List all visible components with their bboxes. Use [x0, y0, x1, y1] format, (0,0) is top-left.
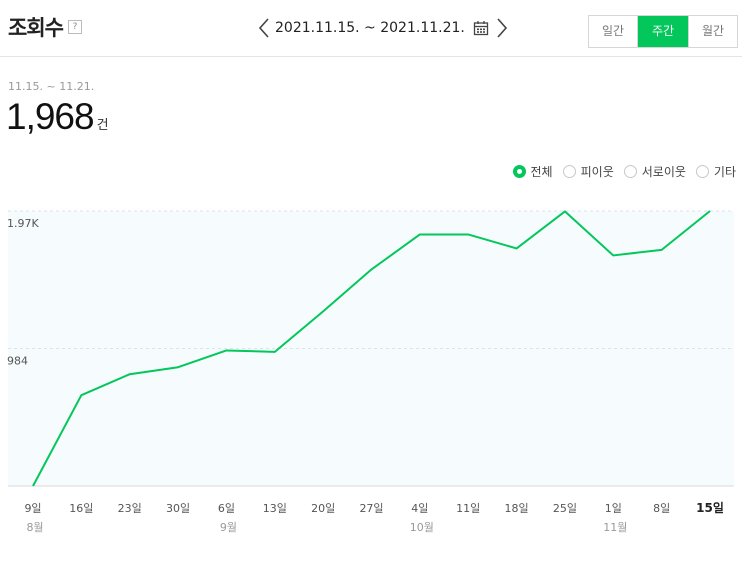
period-toggle: 일간 주간 월간: [588, 15, 738, 48]
period-weekly-button[interactable]: 주간: [637, 16, 688, 47]
x-tick-label: 18일: [505, 501, 529, 515]
legend-label: 기타: [713, 165, 736, 179]
x-tick-label: 27일: [359, 501, 383, 515]
x-month-label: 8월: [26, 521, 43, 534]
period-daily-button[interactable]: 일간: [589, 16, 637, 47]
legend-label: 서로이웃: [641, 165, 686, 179]
help-icon[interactable]: ?: [68, 20, 82, 34]
chevron-left-icon: [258, 18, 269, 38]
chevron-right-icon: [497, 18, 507, 38]
legend: 전체 피이웃 서로이웃 기타: [503, 163, 736, 180]
period-monthly-button[interactable]: 월간: [688, 16, 737, 47]
x-month-label: 9월: [220, 521, 237, 534]
x-tick-label: 6일: [218, 501, 235, 515]
summary-range: 11.15. ~ 11.21.: [8, 80, 95, 93]
radio-icon: [695, 165, 709, 178]
x-tick-label: 16일: [69, 501, 93, 515]
page-title: 조회수: [8, 16, 64, 40]
x-tick-label: 13일: [263, 501, 287, 515]
calendar-icon[interactable]: [473, 20, 489, 36]
date-navigator: 2021.11.15. ~ 2021.11.21.: [255, 14, 511, 42]
x-month-label: 10월: [410, 521, 434, 534]
x-month-label: 11월: [603, 521, 627, 534]
y-tick-label: 984: [7, 355, 28, 368]
header: 조회수 ? 2021.11.15. ~ 2021.11.21. 일간 주간 월간: [0, 0, 742, 57]
x-tick-label: 20일: [311, 501, 335, 515]
legend-option-neighbor[interactable]: 피이웃: [562, 163, 614, 180]
total-count: 1,968: [6, 96, 95, 137]
radio-icon: [623, 165, 637, 178]
legend-option-mutual[interactable]: 서로이웃: [623, 163, 686, 180]
x-tick-label: 25일: [553, 501, 577, 515]
x-tick-label: 11일: [456, 501, 480, 515]
x-tick-label: 1일: [605, 501, 622, 515]
x-tick-label: 23일: [118, 501, 142, 515]
prev-period-button[interactable]: [255, 15, 273, 41]
summary-total: 1,968 건: [6, 96, 109, 138]
legend-option-all[interactable]: 전체: [512, 163, 553, 180]
x-tick-label: 15일: [696, 501, 724, 515]
date-range: 2021.11.15. ~ 2021.11.21.: [275, 20, 465, 36]
radio-selected-icon: [512, 165, 526, 178]
legend-option-other[interactable]: 기타: [695, 163, 736, 180]
legend-label: 피이웃: [580, 165, 614, 179]
y-tick-label: 1.97K: [7, 217, 39, 230]
next-period-button[interactable]: [493, 15, 511, 41]
x-tick-label: 8일: [653, 501, 670, 515]
total-unit: 건: [96, 118, 109, 133]
x-tick-label: 9일: [24, 501, 41, 515]
x-tick-label: 4일: [411, 501, 428, 515]
x-tick-label: 30일: [166, 501, 190, 515]
legend-label: 전체: [530, 165, 553, 179]
radio-icon: [562, 165, 576, 178]
